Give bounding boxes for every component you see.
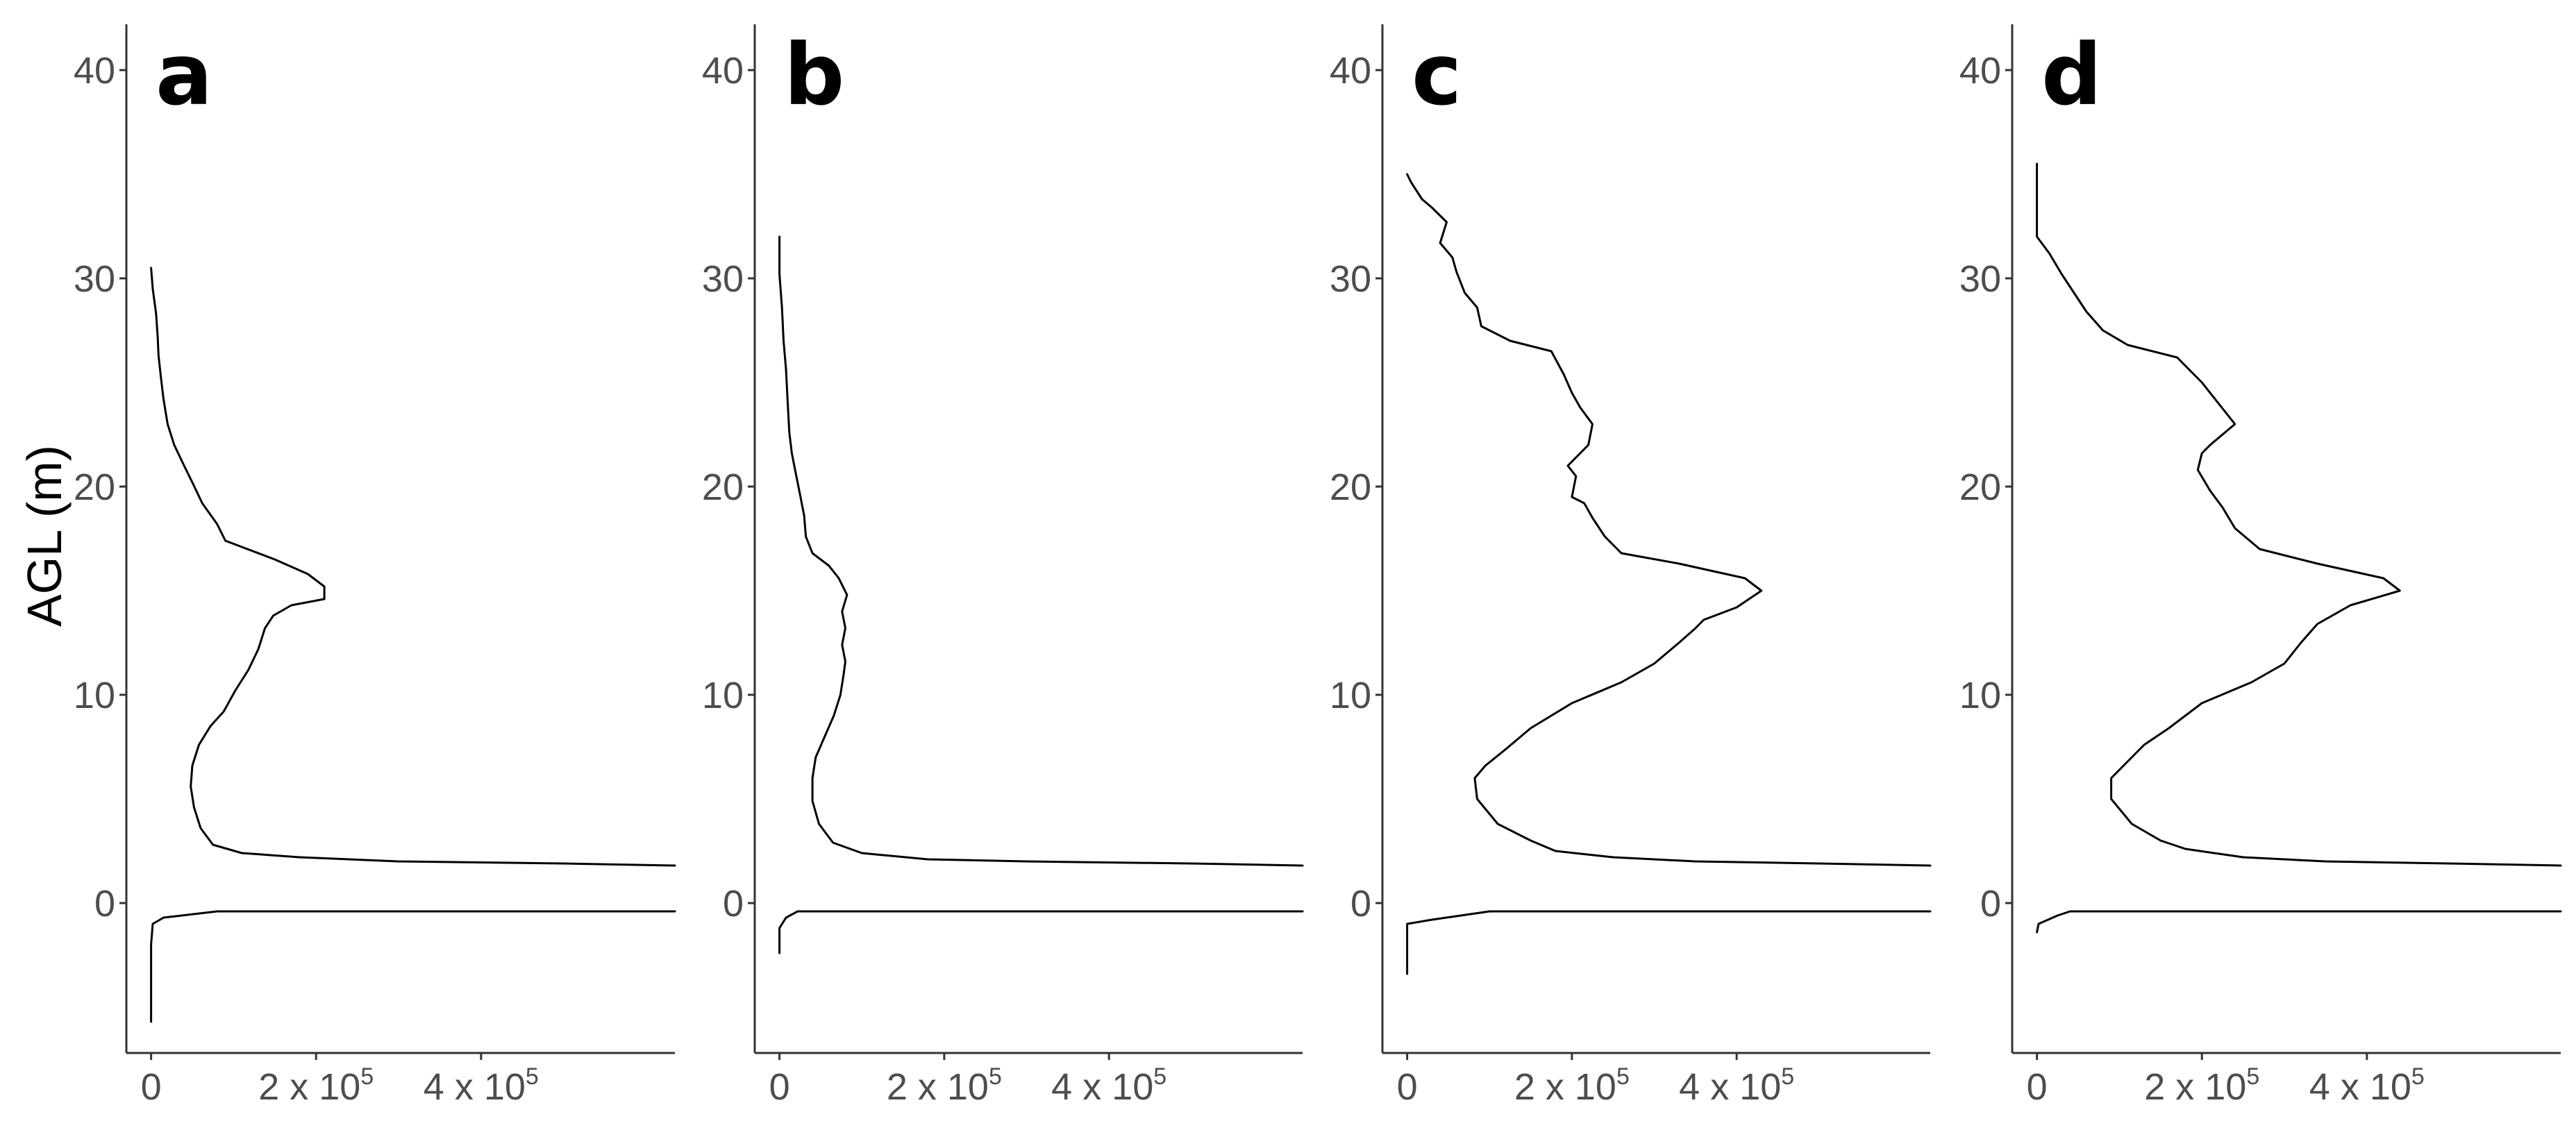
x-tick-label: 4 x 105 xyxy=(1051,1063,1166,1108)
x-tick-mantissa: 4 x 10 xyxy=(1679,1066,1781,1108)
y-axis-title: AGL (m) xyxy=(17,445,72,627)
y-tick-label: 30 xyxy=(702,258,744,300)
y-tick-label: 40 xyxy=(1959,50,2001,92)
y-tick-label: 40 xyxy=(702,50,744,92)
series-line-1 xyxy=(778,910,1304,954)
x-tick-mantissa: 4 x 10 xyxy=(1051,1066,1153,1108)
panel-letter: b xyxy=(784,26,844,124)
y-tick-label: 30 xyxy=(1330,258,1371,300)
panel-letter: c xyxy=(1412,26,1462,124)
x-tick-label: 0 xyxy=(141,1066,162,1108)
y-tick-label: 30 xyxy=(1959,258,2001,300)
x-tick-exponent: 5 xyxy=(360,1063,374,1090)
y-tick-label: 10 xyxy=(702,675,744,716)
x-tick-label: 2 x 105 xyxy=(887,1063,1002,1108)
x-tick-label: 2 x 105 xyxy=(2144,1063,2259,1108)
y-tick-label: 20 xyxy=(74,466,115,508)
x-tick-label: 4 x 105 xyxy=(424,1063,539,1108)
y-tick-label: 40 xyxy=(74,50,115,92)
y-tick-label: 20 xyxy=(1330,466,1371,508)
y-tick-label: 20 xyxy=(702,466,744,508)
x-tick-label: 0 xyxy=(2027,1066,2048,1108)
x-tick-mantissa: 4 x 10 xyxy=(424,1066,526,1108)
x-tick-label: 0 xyxy=(769,1066,790,1108)
x-tick-exponent: 5 xyxy=(1781,1063,1794,1090)
x-tick-exponent: 5 xyxy=(989,1063,1002,1090)
x-tick-exponent: 5 xyxy=(1153,1063,1166,1090)
x-tick-label: 2 x 105 xyxy=(1514,1063,1630,1108)
series-line-2 xyxy=(778,235,1304,867)
y-tick-label: 0 xyxy=(723,883,744,925)
x-tick-mantissa: 2 x 10 xyxy=(1514,1066,1616,1108)
x-tick-exponent: 5 xyxy=(526,1063,539,1090)
x-tick-exponent: 5 xyxy=(1616,1063,1630,1090)
y-tick-label: 40 xyxy=(1330,50,1371,92)
y-tick-label: 0 xyxy=(1350,883,1371,925)
panel-letter: d xyxy=(2041,26,2102,124)
series-line-2 xyxy=(150,267,676,867)
x-tick-label: 2 x 105 xyxy=(258,1063,374,1108)
panel-letter: a xyxy=(156,26,212,124)
x-tick-mantissa: 2 x 10 xyxy=(887,1066,989,1108)
y-tick-label: 20 xyxy=(1959,466,2001,508)
x-tick-exponent: 5 xyxy=(2411,1063,2425,1090)
y-tick-label: 10 xyxy=(1330,675,1371,716)
series-line-2 xyxy=(2036,162,2562,867)
x-tick-label: 0 xyxy=(1397,1066,1418,1108)
series-line-1 xyxy=(2036,910,2562,934)
y-tick-label: 30 xyxy=(74,258,115,300)
series-line-2 xyxy=(1406,173,1932,867)
x-tick-label: 4 x 105 xyxy=(1679,1063,1794,1108)
x-tick-mantissa: 2 x 10 xyxy=(258,1066,360,1108)
series-line-1 xyxy=(150,910,676,1023)
y-tick-label: 10 xyxy=(74,675,115,716)
x-tick-mantissa: 4 x 10 xyxy=(2309,1066,2411,1108)
y-tick-label: 10 xyxy=(1959,675,2001,716)
x-tick-label: 4 x 105 xyxy=(2309,1063,2425,1108)
y-tick-label: 0 xyxy=(1980,883,2001,925)
x-tick-exponent: 5 xyxy=(2246,1063,2259,1090)
y-tick-label: 0 xyxy=(94,883,115,925)
x-tick-mantissa: 2 x 10 xyxy=(2144,1066,2246,1108)
series-line-1 xyxy=(1406,910,1932,975)
